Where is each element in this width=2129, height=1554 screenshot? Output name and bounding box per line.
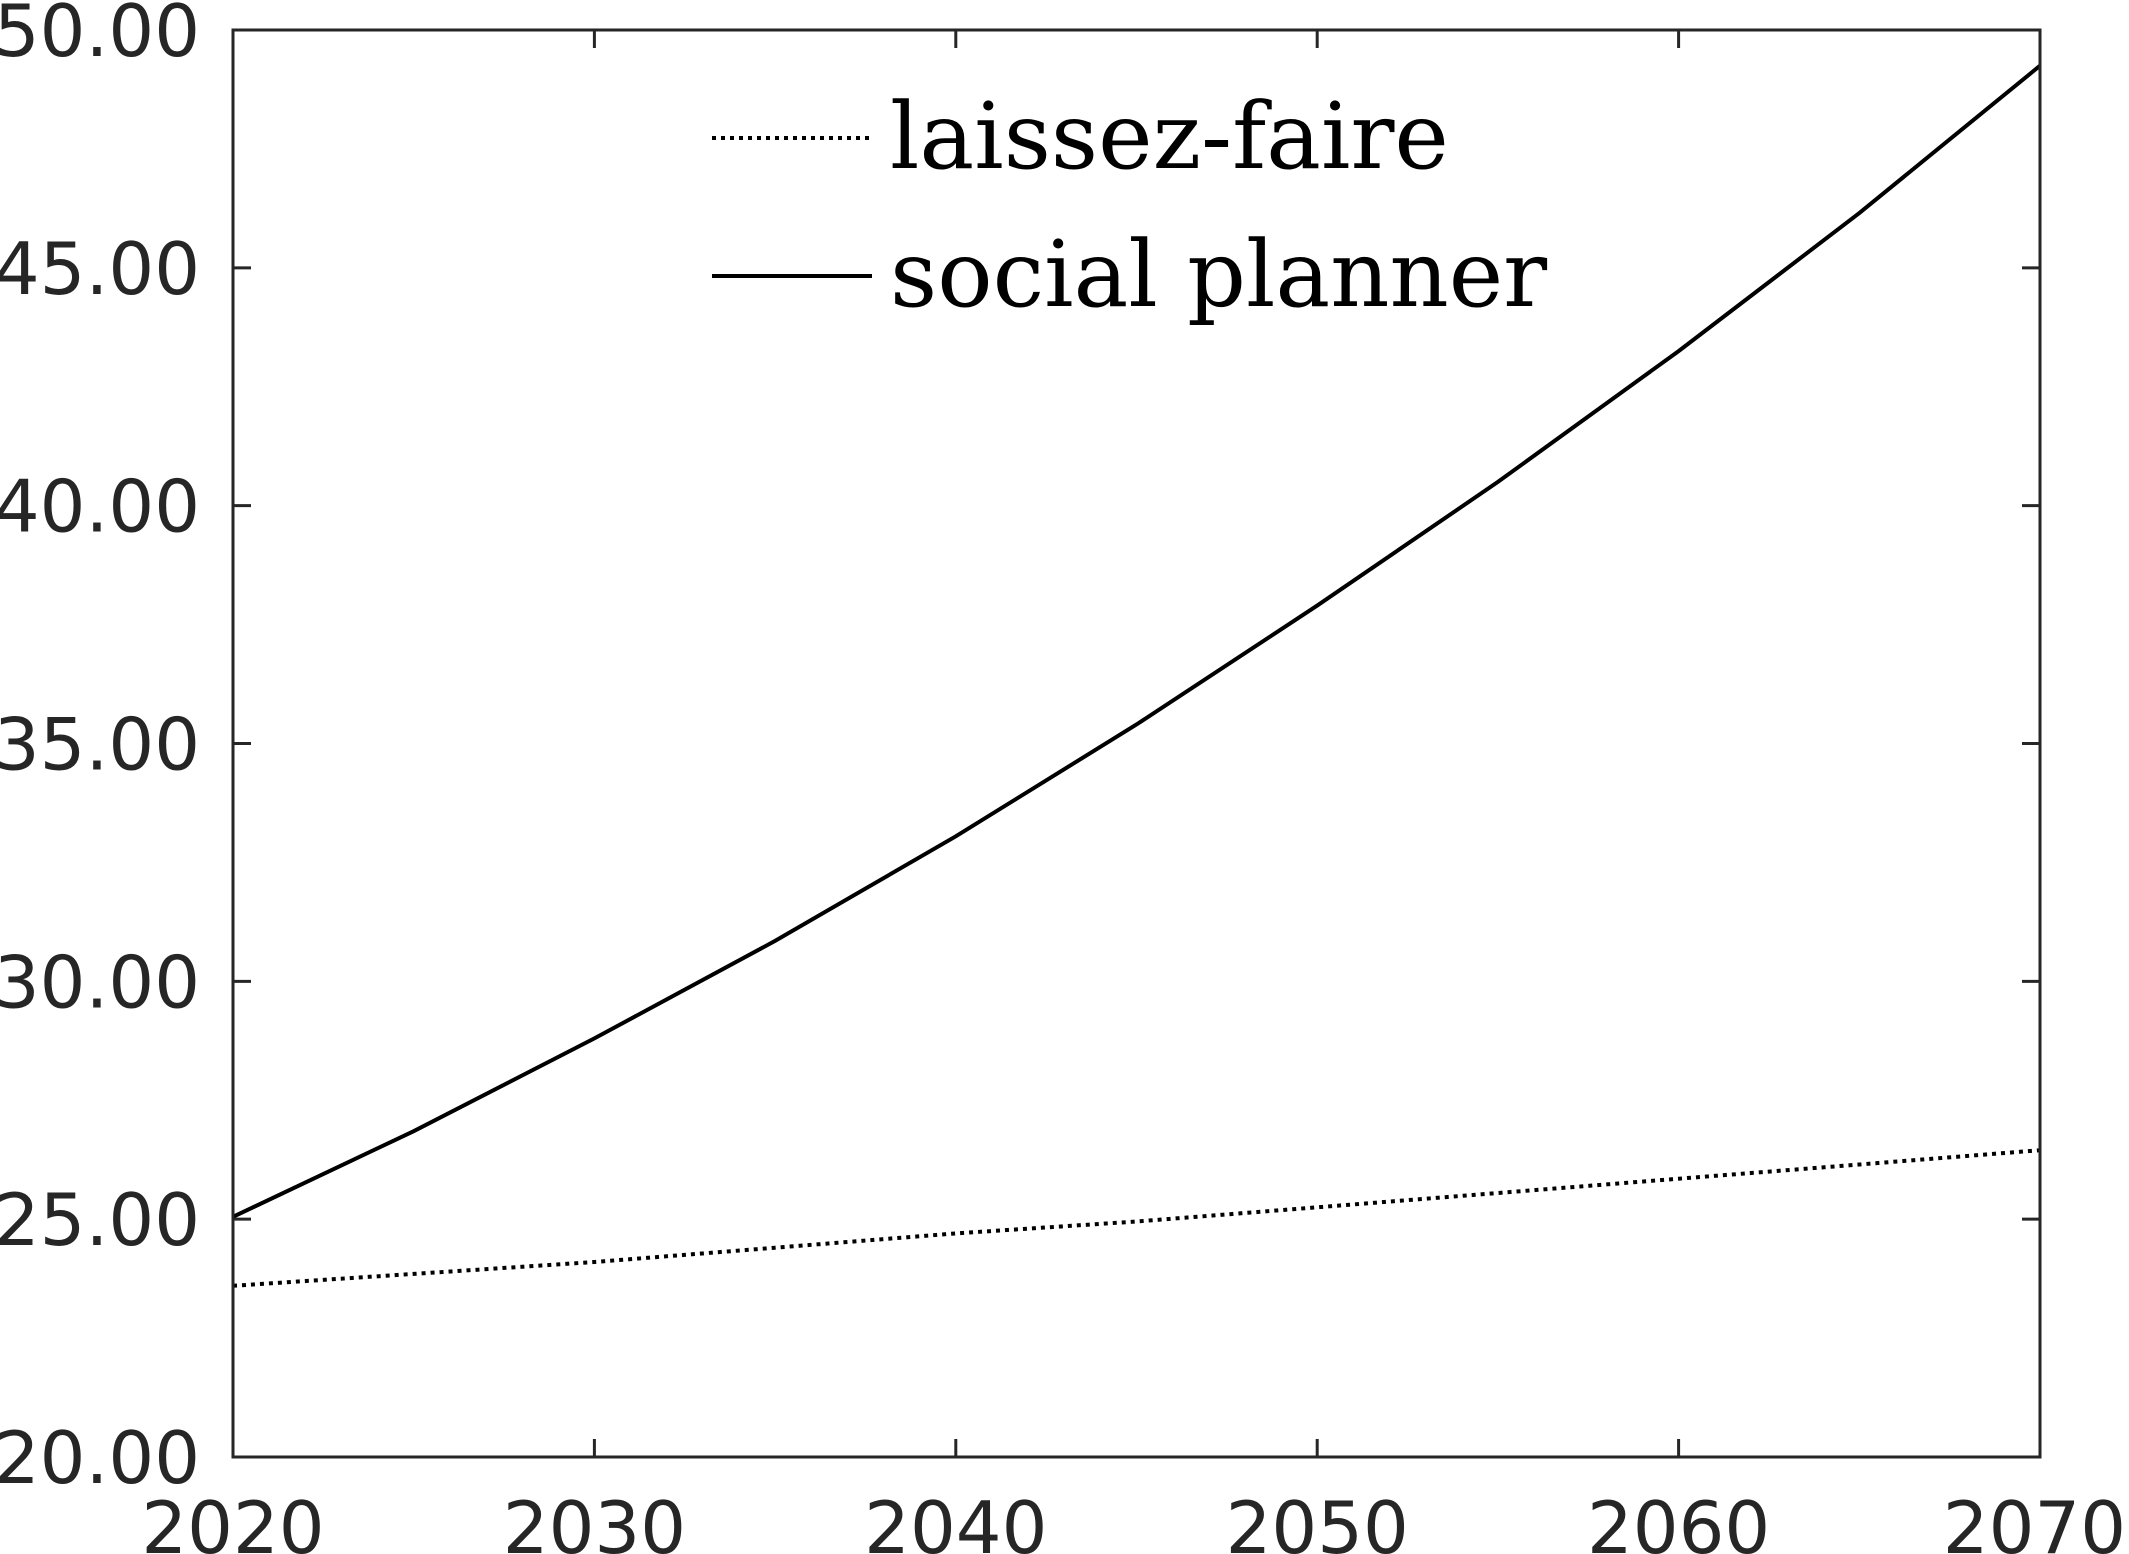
y-tick-label: 40.00 xyxy=(0,465,200,549)
plot-frame xyxy=(231,28,2042,1459)
legend-label-social-planner: social planner xyxy=(890,221,1547,328)
x-tick-label: 2050 xyxy=(1226,1486,1409,1554)
y-tick-label: 45.00 xyxy=(0,227,200,311)
y-tick-label: 30.00 xyxy=(0,940,200,1024)
x-tick-label: 2030 xyxy=(503,1486,686,1554)
legend-label-laissez-faire: laissez-faire xyxy=(890,83,1449,190)
legend: laissez-faire social planner xyxy=(712,83,1547,328)
x-tick-label: 2060 xyxy=(1587,1486,1770,1554)
y-tick-label: 50.00 xyxy=(0,0,200,73)
x-tick-label: 2040 xyxy=(864,1486,1047,1554)
x-tick-labels: 2020 2030 2040 2050 2060 2070 xyxy=(141,1486,2126,1554)
series-line-laissez-faire xyxy=(232,1148,2041,1288)
series-line-social-planner xyxy=(232,64,2042,1219)
x-tick-label: 2020 xyxy=(141,1486,324,1554)
y-tick-label: 20.00 xyxy=(0,1416,200,1500)
series-lines xyxy=(232,64,2042,1288)
y-tick-label: 35.00 xyxy=(0,703,200,787)
y-tick-labels: 20.00 25.00 30.00 35.00 40.00 45.00 50.00 xyxy=(0,0,200,1500)
x-tick-label: 2070 xyxy=(1943,1486,2126,1554)
y-tick-label: 25.00 xyxy=(0,1178,200,1262)
